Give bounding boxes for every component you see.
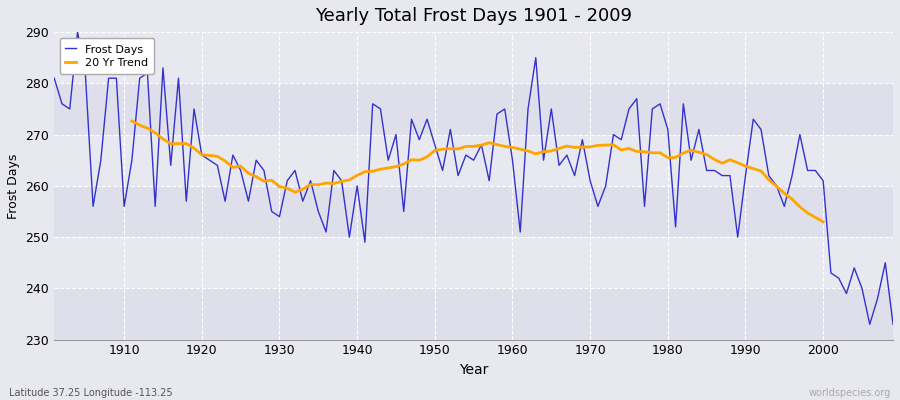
20 Yr Trend: [818, 219, 829, 224]
Frost Days: [290, 168, 301, 173]
Bar: [54, 288, 893, 340]
20 Yr Trend: [127, 118, 138, 123]
Frost Days: [515, 230, 526, 234]
Frost Days: [337, 178, 347, 183]
20 Yr Trend: [716, 161, 727, 166]
Title: Yearly Total Frost Days 1901 - 2009: Yearly Total Frost Days 1901 - 2009: [315, 7, 632, 25]
Frost Days: [119, 204, 130, 209]
Text: Latitude 37.25 Longitude -113.25: Latitude 37.25 Longitude -113.25: [9, 388, 173, 398]
Frost Days: [72, 30, 83, 34]
Y-axis label: Frost Days: Frost Days: [7, 153, 20, 218]
Frost Days: [507, 158, 517, 163]
Bar: [54, 83, 893, 134]
Bar: [54, 186, 893, 237]
20 Yr Trend: [337, 179, 347, 184]
20 Yr Trend: [608, 142, 619, 147]
Frost Days: [608, 132, 619, 137]
Frost Days: [49, 76, 59, 80]
20 Yr Trend: [701, 152, 712, 157]
X-axis label: Year: Year: [459, 363, 489, 377]
Frost Days: [864, 322, 875, 327]
Legend: Frost Days, 20 Yr Trend: Frost Days, 20 Yr Trend: [59, 38, 154, 74]
Frost Days: [887, 322, 898, 327]
20 Yr Trend: [787, 197, 797, 202]
Text: worldspecies.org: worldspecies.org: [809, 388, 891, 398]
Line: Frost Days: Frost Days: [54, 32, 893, 324]
20 Yr Trend: [220, 158, 230, 163]
Line: 20 Yr Trend: 20 Yr Trend: [132, 121, 824, 222]
